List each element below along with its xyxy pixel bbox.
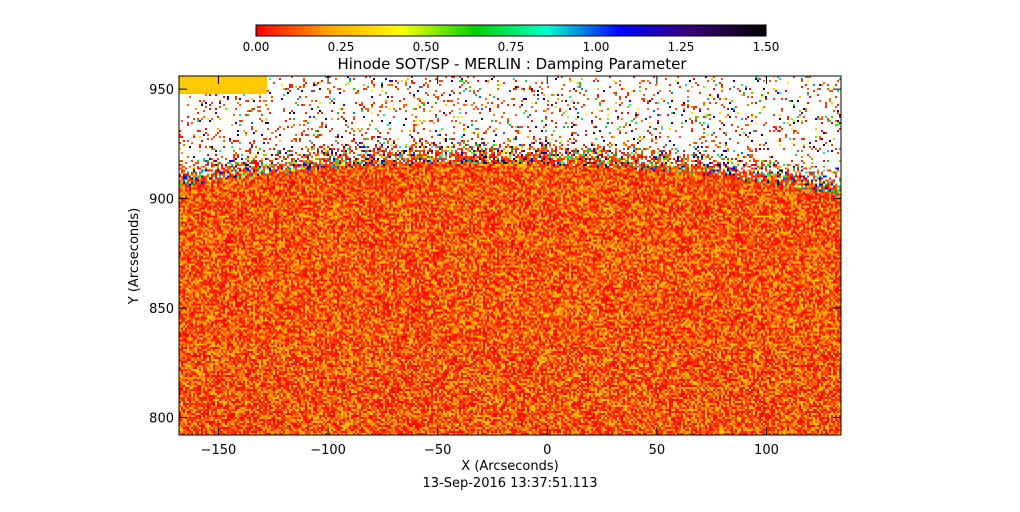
timestamp: 13-Sep-2016 13:37:51.113 bbox=[423, 476, 598, 491]
colorbar-tick-label: 1.50 bbox=[753, 40, 780, 54]
y-tick-label: 900 bbox=[149, 193, 174, 208]
y-tick-label: 950 bbox=[149, 83, 174, 98]
x-tick-label: 50 bbox=[649, 443, 666, 458]
x-axis-ticks: −150 −100 −50 0 50 100 bbox=[201, 76, 779, 458]
plot-frame bbox=[178, 75, 842, 436]
colorbar-ticks: 0.00 0.25 0.50 0.75 1.00 1.25 1.50 bbox=[243, 40, 780, 54]
x-tick-label: −150 bbox=[201, 443, 237, 458]
damping-heatmap bbox=[179, 76, 841, 435]
colorbar-tick-label: 1.00 bbox=[583, 40, 610, 54]
chart-title: Hinode SOT/SP - MERLIN : Damping Paramet… bbox=[337, 55, 687, 73]
x-tick-label: 100 bbox=[754, 443, 779, 458]
y-axis-label: Y (Arcseconds) bbox=[127, 208, 142, 305]
x-tick-label: −100 bbox=[310, 443, 346, 458]
x-tick-label: 0 bbox=[543, 443, 551, 458]
y-axis-ticks: 800 850 900 950 bbox=[149, 83, 841, 426]
y-tick-label: 850 bbox=[149, 302, 174, 317]
colorbar-tick-label: 1.25 bbox=[668, 40, 695, 54]
x-tick-label: −50 bbox=[424, 443, 451, 458]
colorbar-tick-label: 0.00 bbox=[243, 40, 270, 54]
colorbar-frame bbox=[255, 24, 767, 37]
x-axis-label: X (Arcseconds) bbox=[461, 459, 558, 474]
colorbar-tick-label: 0.75 bbox=[498, 40, 525, 54]
y-tick-label: 800 bbox=[149, 411, 174, 426]
colorbar bbox=[256, 25, 766, 36]
colorbar-tick-label: 0.50 bbox=[413, 40, 440, 54]
colorbar-tick-label: 0.25 bbox=[328, 40, 355, 54]
